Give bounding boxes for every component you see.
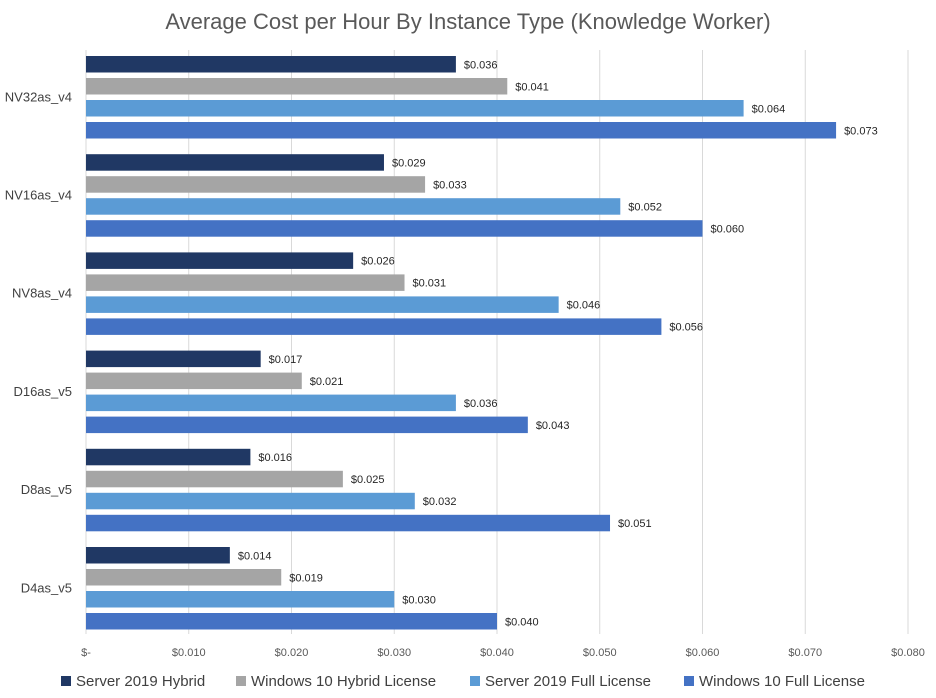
gridlines: [85, 50, 909, 634]
bar: [86, 613, 497, 630]
data-label: $0.036: [464, 59, 498, 71]
category-label: NV32as_v4: [5, 89, 72, 104]
bar: [86, 591, 395, 608]
data-label: $0.033: [433, 179, 467, 191]
data-label: $0.051: [618, 518, 652, 530]
bar: [86, 372, 302, 390]
data-label: $0.025: [351, 474, 385, 486]
bar: [86, 198, 621, 215]
bar: [86, 56, 456, 73]
bar: [86, 416, 528, 434]
bar: [86, 350, 261, 368]
data-label: $0.026: [361, 256, 395, 268]
category-label: D4as_v5: [21, 580, 72, 595]
legend: Server 2019 Hybrid Windows 10 Hybrid Lice…: [61, 673, 865, 690]
bar: [86, 470, 343, 488]
legend-label: Windows 10 Hybrid License: [251, 673, 436, 690]
bar: [86, 514, 611, 532]
chart-title: Average Cost per Hour By Instance Type (…: [165, 9, 770, 34]
bar: [86, 78, 508, 95]
data-label: $0.036: [464, 398, 498, 410]
x-tick-label: $0.020: [275, 647, 309, 659]
bar: [86, 100, 744, 117]
legend-label: Server 2019 Hybrid: [76, 673, 205, 690]
legend-swatch: [684, 676, 694, 686]
data-label: $0.030: [402, 594, 436, 606]
bar: [86, 252, 354, 269]
x-tick-label: $0.050: [583, 647, 617, 659]
data-label: $0.021: [310, 376, 344, 388]
bar: [86, 274, 405, 291]
category-label: NV8as_v4: [12, 286, 72, 301]
bar: [86, 394, 456, 412]
data-label: $0.017: [269, 354, 303, 366]
data-label: $0.031: [413, 278, 447, 290]
data-label: $0.056: [669, 322, 703, 334]
x-tick-label: $0.070: [788, 647, 822, 659]
x-axis-tick-labels: $- $0.010 $0.020 $0.030 $0.040 $0.050 $0.060 $0…: [81, 647, 925, 659]
data-label: $0.019: [289, 572, 323, 584]
legend-swatch: [61, 676, 71, 686]
bar: [86, 448, 251, 466]
x-tick-label: $0.010: [172, 647, 206, 659]
bar: [86, 154, 384, 171]
data-label: $0.064: [752, 103, 786, 115]
data-label: $0.041: [515, 81, 549, 93]
category-labels: NV32as_v4 NV16as_v4 NV8as_v4 D16as_v5 D8as_v…: [5, 89, 72, 595]
bar: [86, 296, 559, 313]
bar: [86, 176, 426, 193]
x-tick-label: $-: [81, 647, 91, 659]
data-labels: $0.036 $0.041 $0.064 $0.073 $0.029 $0.033 $0.0…: [238, 59, 878, 628]
bar: [86, 220, 703, 237]
data-label: $0.014: [238, 550, 272, 562]
bars: [86, 56, 837, 630]
data-label: $0.073: [844, 125, 878, 137]
x-tick-label: $0.040: [480, 647, 514, 659]
category-label: D8as_v5: [21, 482, 72, 497]
data-label: $0.060: [711, 223, 745, 235]
bar: [86, 318, 662, 335]
legend-swatch: [470, 676, 480, 686]
data-label: $0.046: [567, 300, 601, 312]
data-label: $0.040: [505, 616, 539, 628]
bar: [86, 547, 230, 564]
bar: [86, 122, 837, 139]
x-tick-label: $0.030: [377, 647, 411, 659]
bar: [86, 569, 282, 586]
data-label: $0.052: [628, 201, 662, 213]
data-label: $0.029: [392, 157, 426, 169]
legend-swatch: [236, 676, 246, 686]
data-label: $0.016: [258, 452, 292, 464]
x-tick-label: $0.060: [686, 647, 720, 659]
data-label: $0.043: [536, 420, 570, 432]
category-label: NV16as_v4: [5, 187, 72, 202]
legend-label: Windows 10 Full License: [699, 673, 865, 690]
data-label: $0.032: [423, 496, 457, 508]
category-label: D16as_v5: [13, 384, 72, 399]
legend-label: Server 2019 Full License: [485, 673, 651, 690]
x-tick-label: $0.080: [891, 647, 925, 659]
bar: [86, 492, 415, 510]
